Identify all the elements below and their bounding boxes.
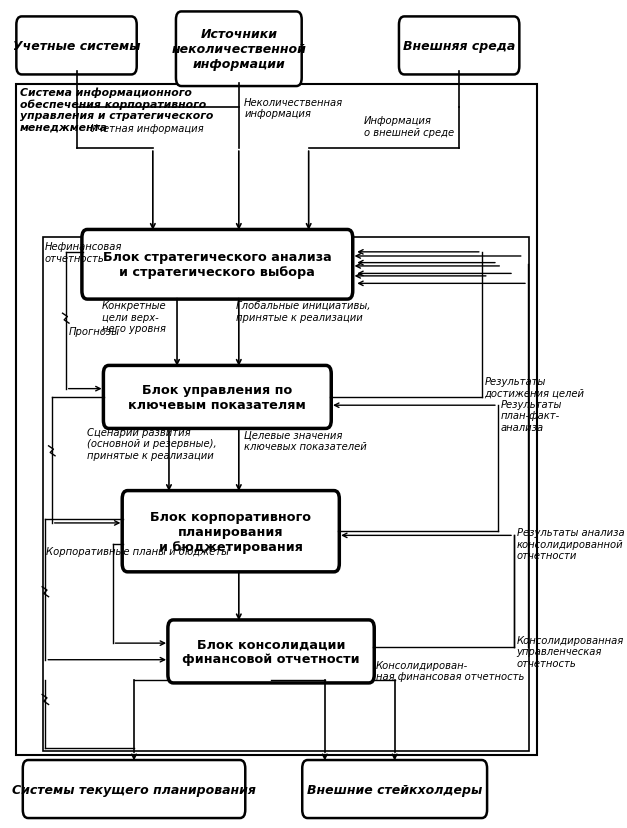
Text: Глобальные инициативы,
принятые к реализации: Глобальные инициативы, принятые к реализ… bbox=[236, 301, 371, 322]
Text: Прогнозы: Прогнозы bbox=[68, 326, 120, 336]
Text: Блок стратегического анализа
и стратегического выбора: Блок стратегического анализа и стратегич… bbox=[103, 251, 332, 279]
Text: Результаты
план-факт-
анализа: Результаты план-факт- анализа bbox=[500, 399, 562, 432]
Text: Блок корпоративного
планирования
и бюджетирования: Блок корпоративного планирования и бюдже… bbox=[150, 510, 311, 553]
Text: Консолидирован-
ная финансовая отчетность: Консолидирован- ная финансовая отчетност… bbox=[376, 660, 524, 681]
Text: Учетная информация: Учетная информация bbox=[91, 124, 204, 134]
FancyBboxPatch shape bbox=[176, 12, 302, 87]
Text: Система информационного
обеспечения корпоративного
управления и стратегического
: Система информационного обеспечения корп… bbox=[19, 87, 213, 132]
Text: Неколичественная
информация: Неколичественная информация bbox=[244, 98, 344, 119]
FancyBboxPatch shape bbox=[122, 491, 339, 572]
Text: Источники
неколичественной
информации: Источники неколичественной информации bbox=[171, 28, 306, 71]
Text: Целевые значения
ключевых показателей: Целевые значения ключевых показателей bbox=[244, 430, 367, 451]
Text: Консолидированная
управленческая
отчетность: Консолидированная управленческая отчетно… bbox=[517, 635, 624, 668]
FancyBboxPatch shape bbox=[82, 230, 353, 300]
Text: Информация
о внешней среде: Информация о внешней среде bbox=[364, 116, 454, 137]
Text: Конкретные
цели верх-
него уровня: Конкретные цели верх- него уровня bbox=[102, 301, 166, 334]
Text: Результаты
достижения целей: Результаты достижения целей bbox=[485, 377, 584, 398]
Text: Сценарии развития
(основной и резервные),
принятые к реализации: Сценарии развития (основной и резервные)… bbox=[87, 427, 217, 460]
Text: Внешние стейкхолдеры: Внешние стейкхолдеры bbox=[307, 782, 482, 796]
Text: Блок управления по
ключевым показателям: Блок управления по ключевым показателям bbox=[129, 383, 306, 412]
FancyBboxPatch shape bbox=[23, 760, 245, 818]
FancyBboxPatch shape bbox=[103, 366, 331, 429]
FancyBboxPatch shape bbox=[168, 620, 374, 683]
Text: Внешняя среда: Внешняя среда bbox=[403, 40, 515, 53]
Text: Блок консолидации
финансовой отчетности: Блок консолидации финансовой отчетности bbox=[182, 638, 360, 666]
Text: Учетные системы: Учетные системы bbox=[13, 40, 140, 53]
Text: Результаты анализа
консолидированной
отчетности: Результаты анализа консолидированной отч… bbox=[517, 527, 624, 561]
FancyBboxPatch shape bbox=[16, 17, 137, 75]
Text: Системы текущего планирования: Системы текущего планирования bbox=[12, 782, 256, 796]
FancyBboxPatch shape bbox=[399, 17, 519, 75]
FancyBboxPatch shape bbox=[302, 760, 487, 818]
Text: Корпоративные планы и бюджеты: Корпоративные планы и бюджеты bbox=[46, 546, 229, 556]
Text: Нефинансовая
отчетность: Нефинансовая отчетность bbox=[45, 242, 122, 263]
